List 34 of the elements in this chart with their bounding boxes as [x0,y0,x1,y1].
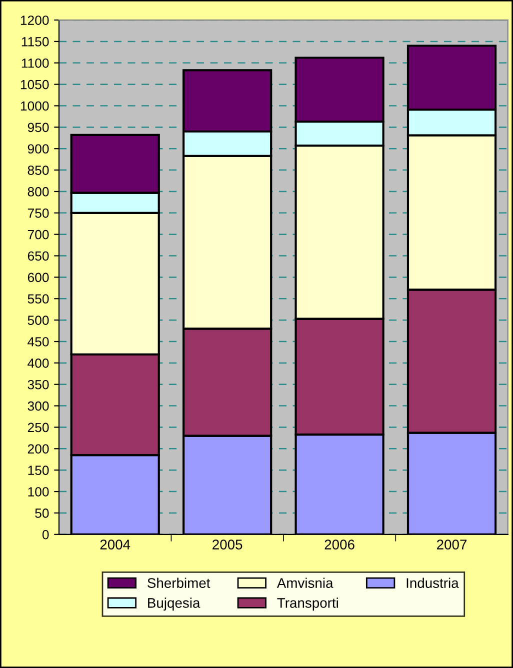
x-tick-label: 2004 [100,540,130,550]
y-tick-label: 250 [28,422,49,432]
y-tick-label: 0 [42,530,49,540]
y-tick-label: 100 [28,487,49,496]
y-tick-label: 900 [28,144,49,154]
y-tick-label: 600 [28,272,49,282]
y-tick-label: 400 [28,358,49,368]
legend-label: Sherbimet [148,578,210,588]
legend-label: Bujqesia [148,598,200,611]
y-tick-label: 1200 [20,16,49,25]
legend-label: Transporti [277,598,338,611]
y-tick-label: 150 [28,466,49,476]
x-tick-label: 2006 [324,540,354,550]
y-tick-label: 550 [28,294,49,304]
y-tick-label: 1000 [20,101,49,111]
y-tick-label: 750 [28,208,49,218]
y-tick-label: 50 [35,508,49,518]
y-tick-label: 200 [28,444,49,454]
y-tick-label: 650 [28,251,49,261]
y-tick-label: 450 [28,337,49,346]
y-tick-label: 1100 [22,58,49,68]
y-tick-label: 1150 [22,37,49,46]
y-tick-label: 1050 [20,80,49,90]
x-tick-label: 2005 [212,540,242,550]
y-tick-label: 800 [28,187,49,196]
y-tick-label: 350 [28,380,49,390]
legend-label: Industria [406,578,459,588]
x-tick-label: 2007 [437,540,467,550]
y-tick-label: 500 [28,316,49,325]
y-tick-label: 300 [28,401,49,411]
y-tick-label: 700 [28,230,49,240]
legend-label: Amvisnia [276,578,334,588]
y-tick-label: 850 [28,166,49,175]
y-tick-label: 950 [28,122,49,132]
